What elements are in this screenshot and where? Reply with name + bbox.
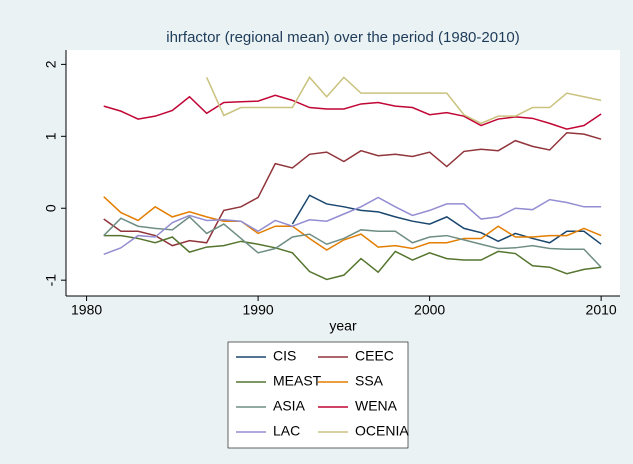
chart-title: ihrfactor (regional mean) over the perio… [166,29,520,46]
y-tick-label: 0 [43,204,59,212]
series-line [103,234,602,281]
series-line [103,94,602,130]
legend-label: LAC [273,423,300,439]
series-line [103,131,602,247]
legend-label: CIS [273,348,296,364]
legend-label: MEAST [273,373,322,389]
x-tick-label: 2010 [586,302,617,318]
series-line [103,196,602,251]
x-tick-label: 1990 [243,302,274,318]
legend-box [227,341,409,449]
x-tick-label: 1980 [71,302,102,318]
legend-label: ASIA [273,398,306,414]
series-line [103,196,602,255]
series-line [103,215,602,268]
x-axis-label: year [329,318,357,334]
series-line [291,194,602,245]
y-tick-label: 2 [43,60,59,68]
x-tick-label: 2000 [414,302,445,318]
y-tick-label: -1 [43,274,59,287]
legend-label: OCENIA [355,423,409,439]
plot-area [66,50,620,296]
series-line [205,76,602,125]
legend-label: SSA [355,373,384,389]
legend-label: WENA [355,398,398,414]
legend-label: CEEC [355,348,394,364]
y-tick-label: 1 [43,132,59,140]
